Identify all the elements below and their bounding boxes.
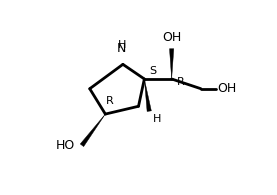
Text: H: H [118, 40, 126, 50]
Text: R: R [106, 96, 114, 106]
Text: R: R [176, 77, 184, 88]
Text: HO: HO [56, 139, 75, 152]
Polygon shape [80, 114, 105, 147]
Text: OH: OH [162, 31, 181, 44]
Text: S: S [149, 66, 156, 76]
Polygon shape [170, 49, 174, 79]
Text: H: H [153, 114, 161, 124]
Polygon shape [144, 79, 151, 112]
Text: OH: OH [217, 82, 237, 95]
Text: N: N [117, 42, 127, 55]
